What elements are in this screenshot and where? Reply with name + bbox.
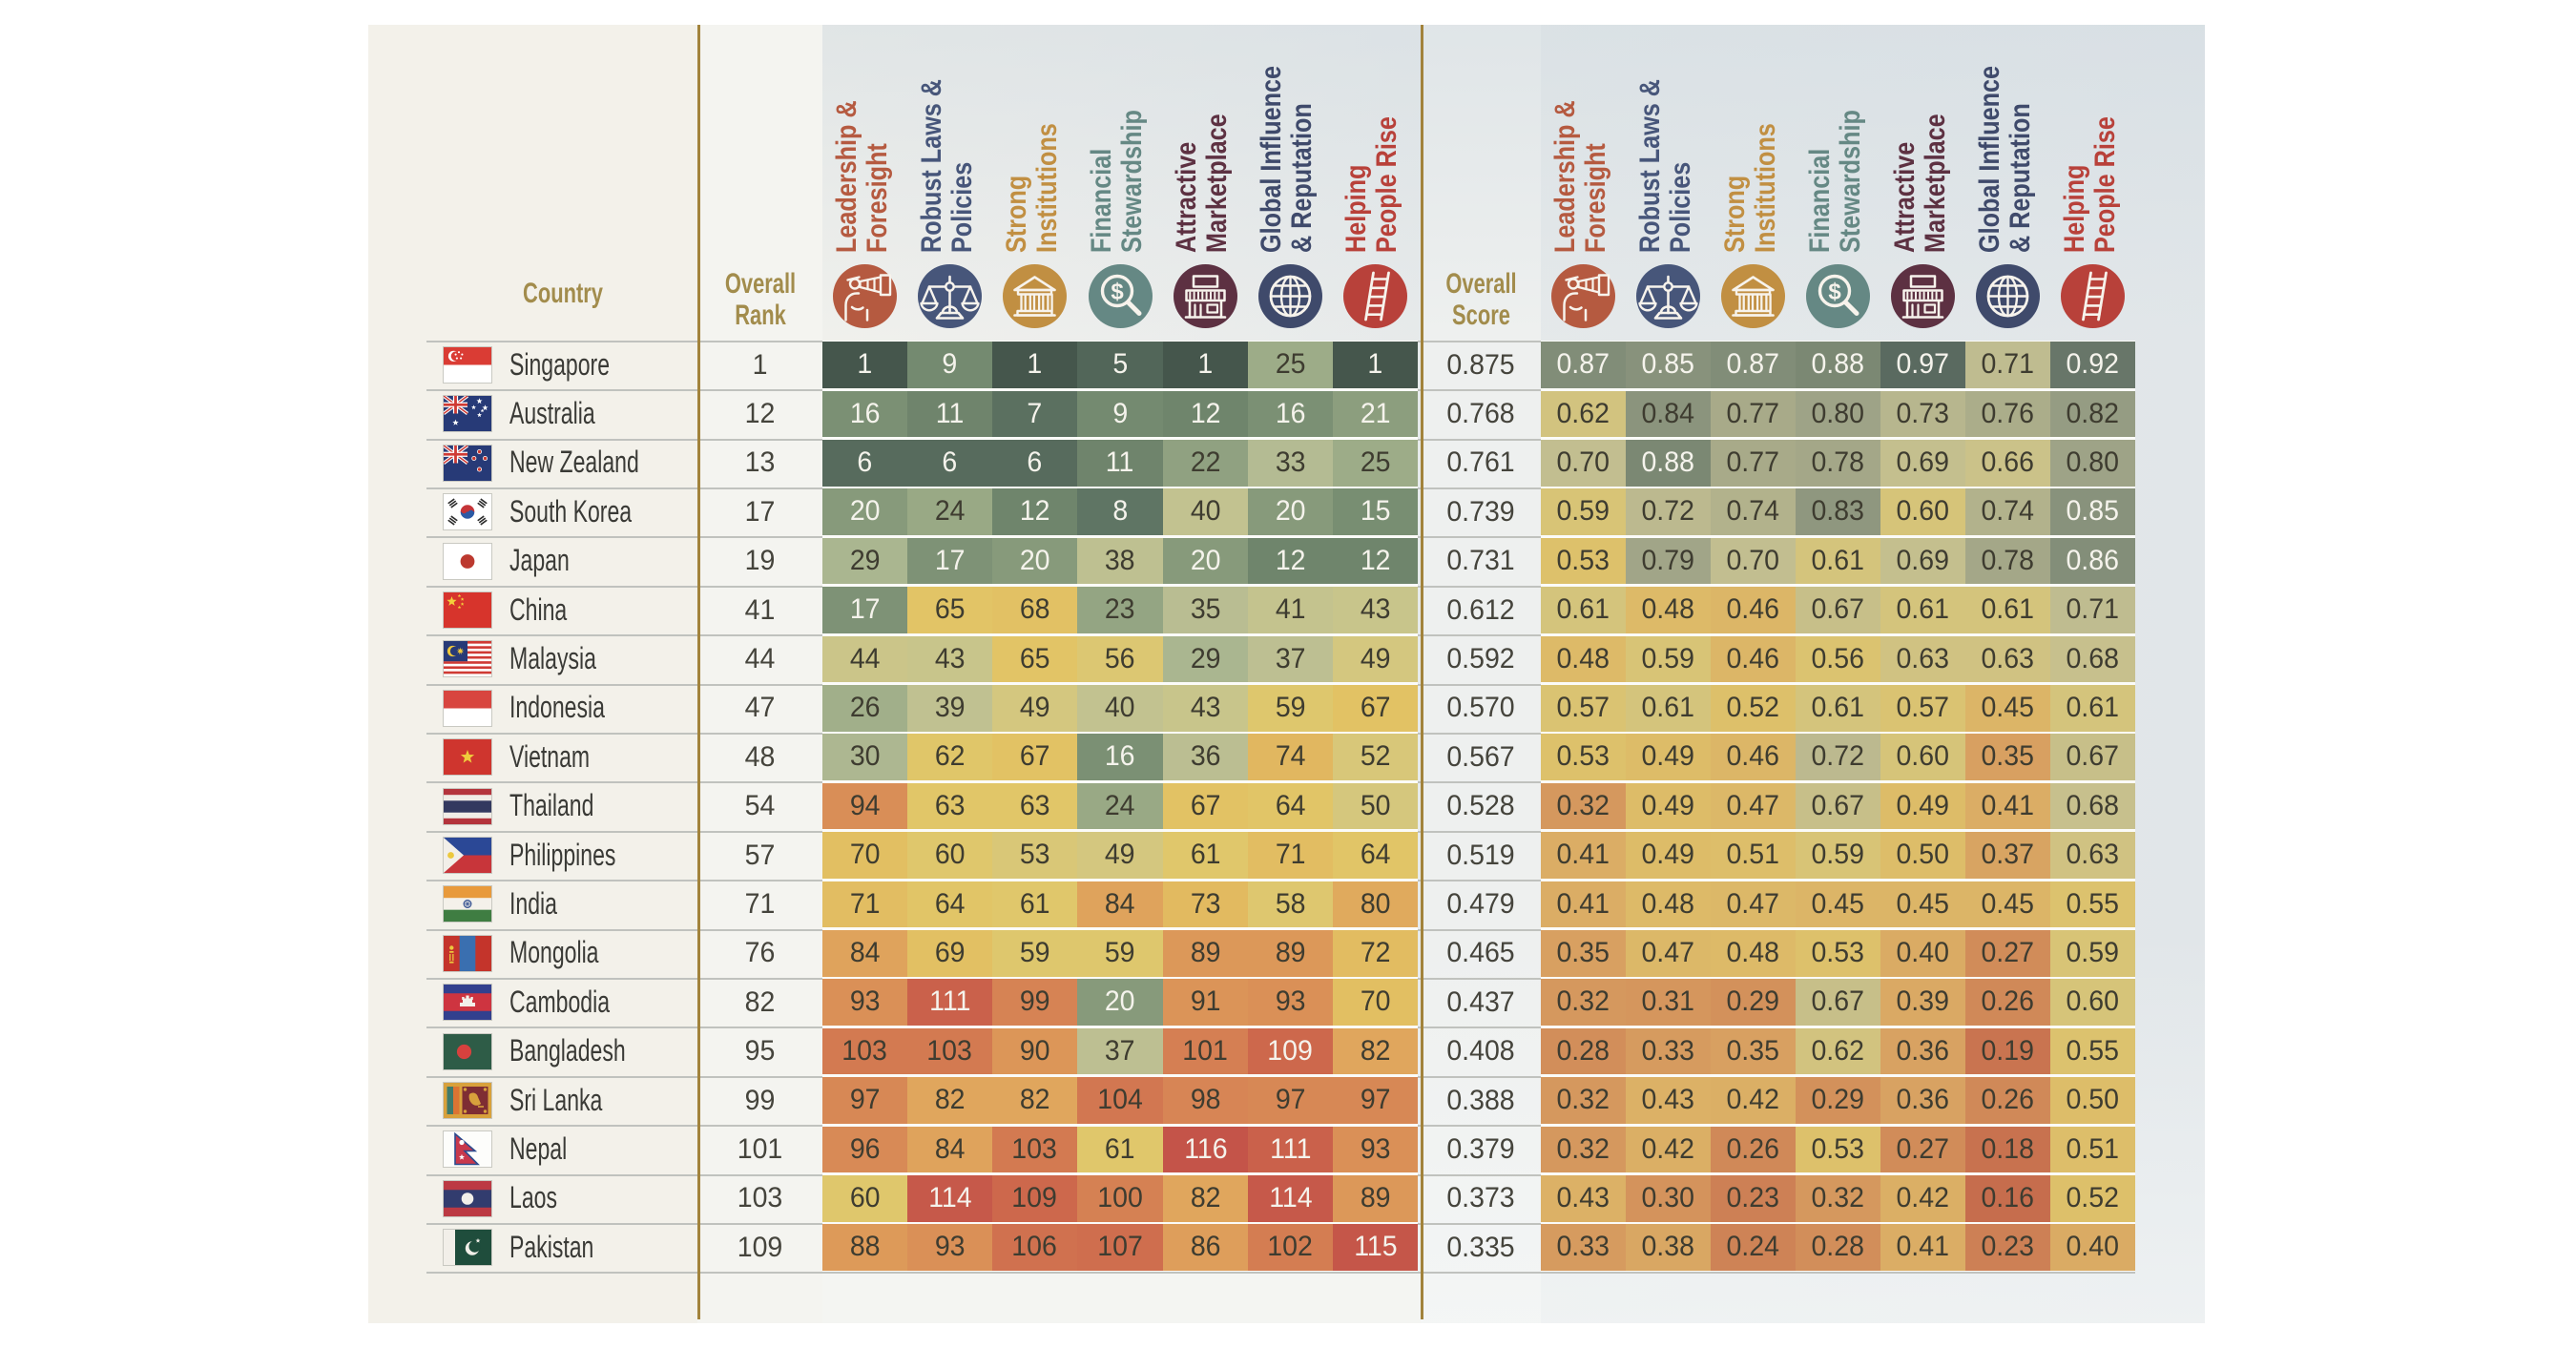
svg-text:$: $ bbox=[1111, 279, 1124, 304]
svg-text:$: $ bbox=[1828, 279, 1841, 304]
